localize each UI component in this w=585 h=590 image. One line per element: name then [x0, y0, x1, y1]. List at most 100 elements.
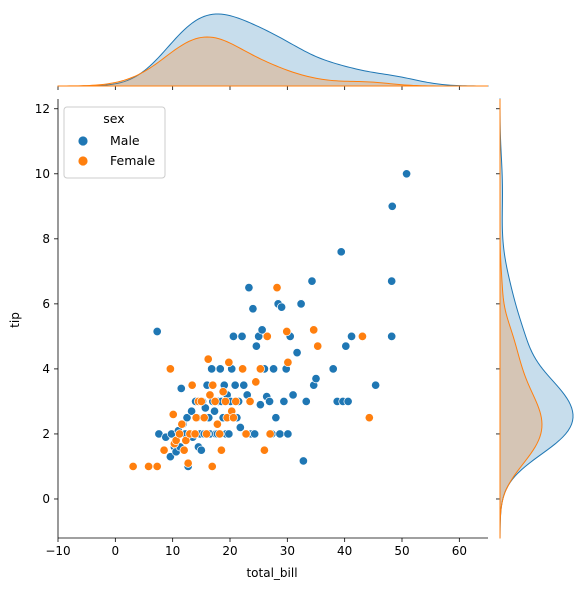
- y-tick-label: 6: [42, 297, 50, 311]
- point-female: [241, 429, 251, 439]
- point-female: [181, 435, 191, 445]
- point-female: [220, 396, 230, 406]
- point-male: [165, 452, 175, 462]
- point-male: [341, 341, 351, 351]
- point-female: [251, 377, 261, 387]
- point-male: [237, 331, 247, 341]
- point-male: [307, 276, 317, 286]
- point-male: [176, 383, 186, 393]
- point-male: [235, 422, 245, 432]
- y-tick-label: 10: [35, 167, 50, 181]
- point-male: [182, 413, 192, 423]
- point-female: [218, 387, 228, 397]
- point-male: [224, 429, 234, 439]
- point-female: [183, 458, 193, 468]
- point-male: [271, 413, 281, 423]
- point-male: [207, 364, 217, 374]
- point-male: [250, 429, 260, 439]
- point-female: [207, 461, 217, 472]
- point-male: [265, 396, 275, 406]
- point-female: [215, 429, 225, 439]
- axis-ticks: −10 0 10 20 30 40 50 60 0 2 4 6 8 10 12: [35, 102, 467, 558]
- point-male: [255, 400, 265, 410]
- point-male: [336, 247, 346, 257]
- point-female: [309, 325, 319, 335]
- point-male: [244, 283, 254, 293]
- point-male: [387, 331, 397, 341]
- point-female: [272, 283, 282, 293]
- point-female: [262, 331, 272, 341]
- x-tick-label: 60: [452, 544, 467, 558]
- point-male: [200, 403, 210, 413]
- point-female: [177, 419, 187, 429]
- x-tick-label: 50: [394, 544, 409, 558]
- y-tick-label: 2: [42, 427, 50, 441]
- point-male: [343, 396, 353, 406]
- point-male: [196, 445, 206, 455]
- x-axis-label: total_bill: [246, 566, 297, 580]
- point-male: [269, 364, 279, 374]
- point-female: [144, 461, 154, 472]
- point-female: [179, 445, 189, 455]
- kde-y-male: [499, 98, 574, 539]
- point-female: [203, 354, 213, 364]
- point-female: [224, 357, 234, 367]
- point-male: [301, 396, 311, 406]
- point-female: [199, 413, 209, 423]
- x-tick-label: 40: [337, 544, 352, 558]
- point-female: [210, 396, 220, 406]
- point-male: [152, 326, 162, 337]
- main-axes: [57, 99, 488, 539]
- point-male: [387, 276, 397, 286]
- y-tick-label: 0: [42, 492, 50, 506]
- legend-frame: [63, 106, 166, 179]
- point-male: [251, 341, 261, 351]
- point-male: [279, 396, 289, 406]
- point-female: [228, 413, 238, 423]
- point-male: [257, 325, 267, 335]
- point-female: [205, 390, 215, 400]
- y-tick-label: 12: [35, 102, 50, 116]
- point-male: [275, 429, 285, 439]
- point-female: [208, 380, 218, 390]
- y-tick-label: 4: [42, 362, 50, 376]
- kde-marginal-x: [57, 13, 489, 90]
- legend-title: sex: [103, 111, 124, 126]
- y-axis-label: tip: [8, 312, 22, 328]
- x-tick-label: 0: [112, 544, 120, 558]
- point-female: [174, 429, 185, 439]
- point-male: [292, 348, 302, 358]
- point-female: [168, 409, 178, 419]
- point-female: [152, 461, 162, 472]
- point-female: [245, 396, 255, 406]
- point-female: [165, 364, 175, 374]
- point-female: [212, 419, 222, 429]
- point-male: [228, 331, 238, 341]
- point-male: [187, 406, 197, 416]
- point-female: [159, 445, 169, 455]
- point-male: [402, 169, 412, 179]
- point-male: [328, 364, 338, 374]
- point-female: [313, 341, 323, 351]
- y-tick-label: 8: [42, 232, 50, 246]
- point-female: [216, 445, 226, 455]
- scatter-points: [128, 169, 412, 472]
- point-female: [259, 445, 269, 455]
- x-tick-label: 10: [165, 544, 180, 558]
- kde-x-female: [57, 36, 488, 87]
- point-male: [277, 302, 287, 312]
- point-male: [296, 299, 306, 309]
- point-female: [255, 364, 265, 374]
- legend: sex Male Female: [63, 106, 166, 179]
- point-female: [128, 461, 138, 472]
- kde-x-male: [58, 13, 489, 87]
- point-male: [346, 331, 357, 341]
- legend-label-female: Female: [110, 153, 156, 168]
- point-male: [288, 390, 298, 400]
- point-female: [190, 429, 200, 439]
- point-male: [239, 380, 249, 390]
- legend-marker-male: [77, 135, 89, 147]
- point-male: [387, 201, 397, 211]
- point-female: [265, 429, 275, 439]
- x-tick-label: 20: [222, 544, 237, 558]
